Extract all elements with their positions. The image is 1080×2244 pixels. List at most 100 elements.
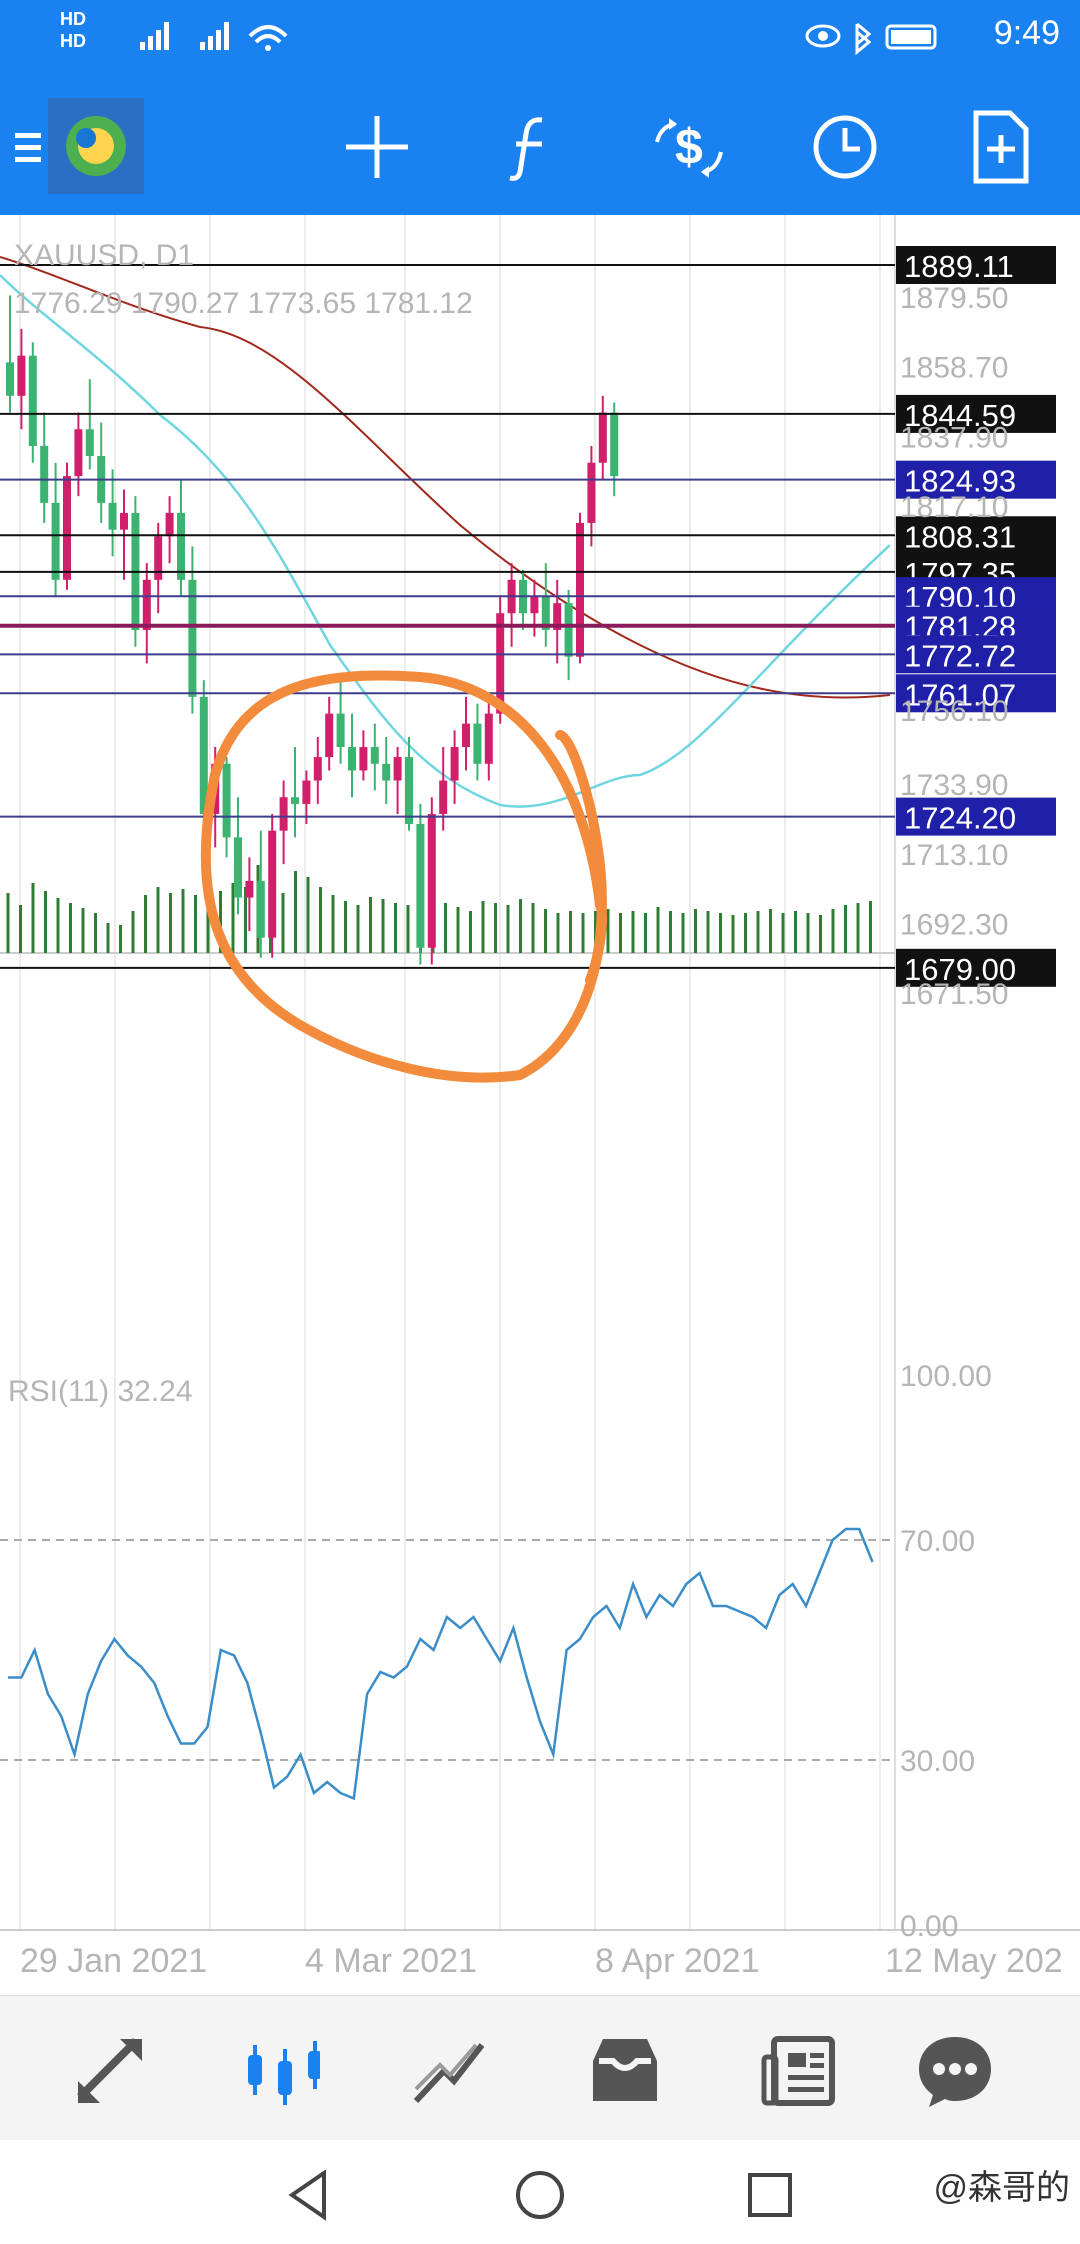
candle-body (541, 596, 550, 630)
level-label: 1844.59 (904, 398, 1016, 433)
candle-body (85, 429, 94, 457)
period-icon[interactable] (800, 102, 890, 192)
level-label: 1808.31 (904, 519, 1016, 554)
candle-body (154, 536, 163, 580)
candle-body (610, 412, 619, 477)
orange-circle-annotation (200, 670, 607, 1083)
rsi-line (8, 1527, 874, 1801)
date-label: 4 Mar 2021 (305, 1942, 477, 1980)
chart-icon[interactable] (240, 2031, 320, 2111)
candle-body (427, 813, 436, 948)
candle-body (473, 723, 482, 764)
rsi-tick: 70.00 (900, 1525, 975, 1558)
candle-body (416, 823, 425, 948)
level-label-bg (896, 635, 1056, 674)
price-chart[interactable]: 1889.111844.591824.931808.311797.351790.… (0, 215, 1080, 1995)
trade-nav-icon[interactable] (410, 2031, 490, 2111)
candle-body (51, 502, 60, 580)
ohlc-label: 1776.29 1790.27 1773.65 1781.12 (14, 287, 473, 320)
network-indicator: HD HD (60, 8, 86, 52)
price-tick: 1671.50 (900, 978, 1008, 1011)
candle-body (268, 830, 277, 938)
candle-body (598, 412, 607, 463)
hd-label: HD (60, 31, 86, 51)
price-tick: 1692.30 (900, 908, 1008, 941)
level-label-bg (896, 948, 1056, 987)
rsi-label: RSI(11) 32.24 (8, 1375, 193, 1408)
price-tick: 1837.90 (900, 421, 1008, 454)
history-icon[interactable] (585, 2031, 665, 2111)
candle-body (348, 747, 356, 771)
trade-icon[interactable]: $ (644, 102, 734, 192)
rsi-tick: 0.00 (900, 1910, 958, 1943)
candle-body (325, 713, 334, 758)
candle-body (496, 613, 505, 714)
menu-icon[interactable] (0, 102, 70, 192)
back-icon[interactable] (280, 2165, 340, 2225)
candle-body (63, 476, 71, 580)
new-order-icon[interactable] (956, 102, 1046, 192)
candle-body (462, 723, 470, 748)
candle-body (587, 462, 596, 523)
candle-body (17, 355, 26, 396)
candle-body (576, 522, 584, 657)
candle-body (108, 502, 117, 530)
candle-body (222, 763, 231, 838)
clock: 9:49 (993, 14, 1060, 52)
level-label-bg (896, 246, 1056, 284)
level-label: 1772.72 (904, 638, 1016, 673)
candle-body (553, 603, 562, 630)
svg-text:$: $ (675, 119, 703, 175)
bottom-navigation (0, 1995, 1080, 2141)
date-label: 8 Apr 2021 (595, 1942, 759, 1980)
crosshair-icon[interactable] (332, 102, 422, 192)
level-label: 1679.00 (904, 952, 1016, 987)
recents-icon[interactable] (740, 2165, 800, 2225)
candle-body (359, 747, 368, 771)
fast-ma-line (0, 274, 891, 808)
date-label: 29 Jan 2021 (20, 1942, 207, 1980)
candle-body (177, 512, 185, 580)
candle-body (40, 445, 49, 503)
volume-bars (6, 865, 872, 953)
candle-body (382, 763, 391, 781)
indicator-icon[interactable] (488, 102, 578, 192)
level-label: 1724.20 (904, 801, 1016, 836)
axis-labels: 1879.50 1858.70 1837.90 1817.10 1756.10 1733.… (20, 282, 1063, 1980)
system-navigation: @森哥的 (0, 2140, 1080, 2244)
candle-body (450, 747, 459, 781)
candle-body (564, 603, 573, 657)
price-tick: 1713.10 (900, 839, 1008, 872)
date-label: 12 May 202 (885, 1942, 1063, 1980)
candle-body (245, 880, 254, 898)
horizontal-levels: 1889.111844.591824.931808.311797.351790.… (0, 246, 1056, 987)
candle-body (393, 757, 402, 781)
candle-body (74, 429, 83, 477)
bluetooth-icon (855, 22, 872, 56)
chat-icon[interactable] (915, 2031, 995, 2111)
eye-icon (805, 24, 841, 48)
price-tick: 1817.10 (900, 491, 1008, 524)
candle-body (28, 355, 37, 446)
news-icon[interactable] (760, 2031, 840, 2111)
level-label-bg (896, 394, 1056, 433)
home-icon[interactable] (510, 2165, 570, 2225)
price-tick: 1733.90 (900, 769, 1008, 802)
hd-label: HD (60, 9, 86, 29)
candle-body (6, 362, 14, 396)
chart-grid (0, 215, 1080, 1931)
candle-body (370, 747, 379, 764)
candle-body (405, 757, 413, 824)
level-label-bg (896, 460, 1056, 499)
chart-panel[interactable]: 1889.11 1844.59 1824.93 1808.31 1797.35 1790.… (0, 215, 1080, 1995)
rsi-panel: 100.00 70.00 30.00 0.00 (0, 1360, 992, 1943)
quotes-icon[interactable] (70, 2031, 150, 2111)
status-icons (805, 22, 937, 56)
signal-icons (140, 22, 288, 51)
candle-body (120, 512, 128, 530)
candlesticks (6, 295, 619, 965)
app-logo-icon[interactable] (48, 98, 144, 194)
symbol-label: XAUUSD, D1 (14, 239, 194, 272)
candle-body (484, 713, 493, 764)
price-tick: 1756.10 (900, 695, 1008, 728)
